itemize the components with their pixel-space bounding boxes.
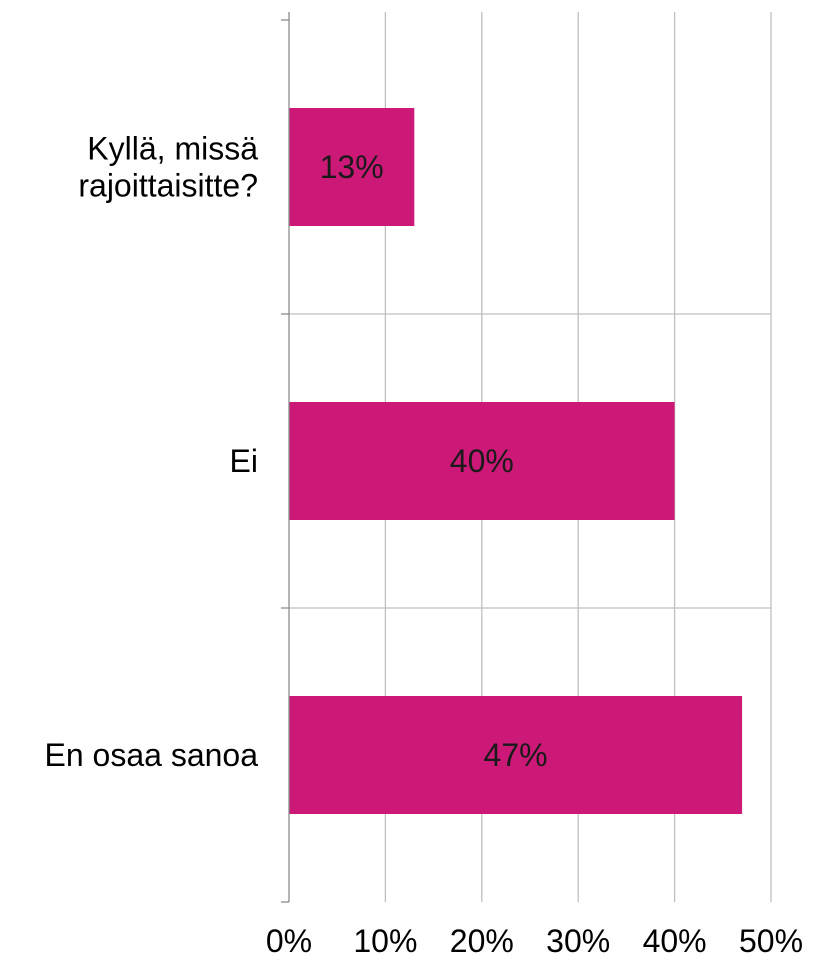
data-label-2: 47% — [484, 737, 548, 773]
category-label-1: Ei — [230, 443, 258, 479]
category-label-line: rajoittaisitte? — [78, 168, 258, 204]
data-label-0: 13% — [320, 149, 384, 185]
x-tick-label-40: 40% — [643, 923, 707, 959]
category-label-0: Kyllä, missä rajoittaisitte? — [78, 131, 258, 204]
category-label-line: Ei — [230, 443, 258, 479]
bar-0 — [289, 108, 415, 226]
data-label-1: 40% — [450, 443, 514, 479]
category-label-line: En osaa sanoa — [45, 737, 259, 773]
category-label-line: Kyllä, missä — [87, 131, 258, 167]
bar-1 — [289, 402, 675, 520]
bar-layer — [289, 108, 743, 814]
x-tick-label-10: 10% — [353, 923, 417, 959]
x-tick-label-0: 0% — [266, 923, 312, 959]
x-tick-label-20: 20% — [450, 923, 514, 959]
axis-layer — [281, 12, 290, 903]
bar-2 — [289, 696, 743, 814]
label-layer: 13% Kyllä, missä rajoittaisitte? 40% Ei 47% En… — [45, 131, 804, 960]
x-tick-label-30: 30% — [546, 923, 610, 959]
category-label-2: En osaa sanoa — [45, 737, 259, 773]
x-tick-label-50: 50% — [739, 923, 803, 959]
